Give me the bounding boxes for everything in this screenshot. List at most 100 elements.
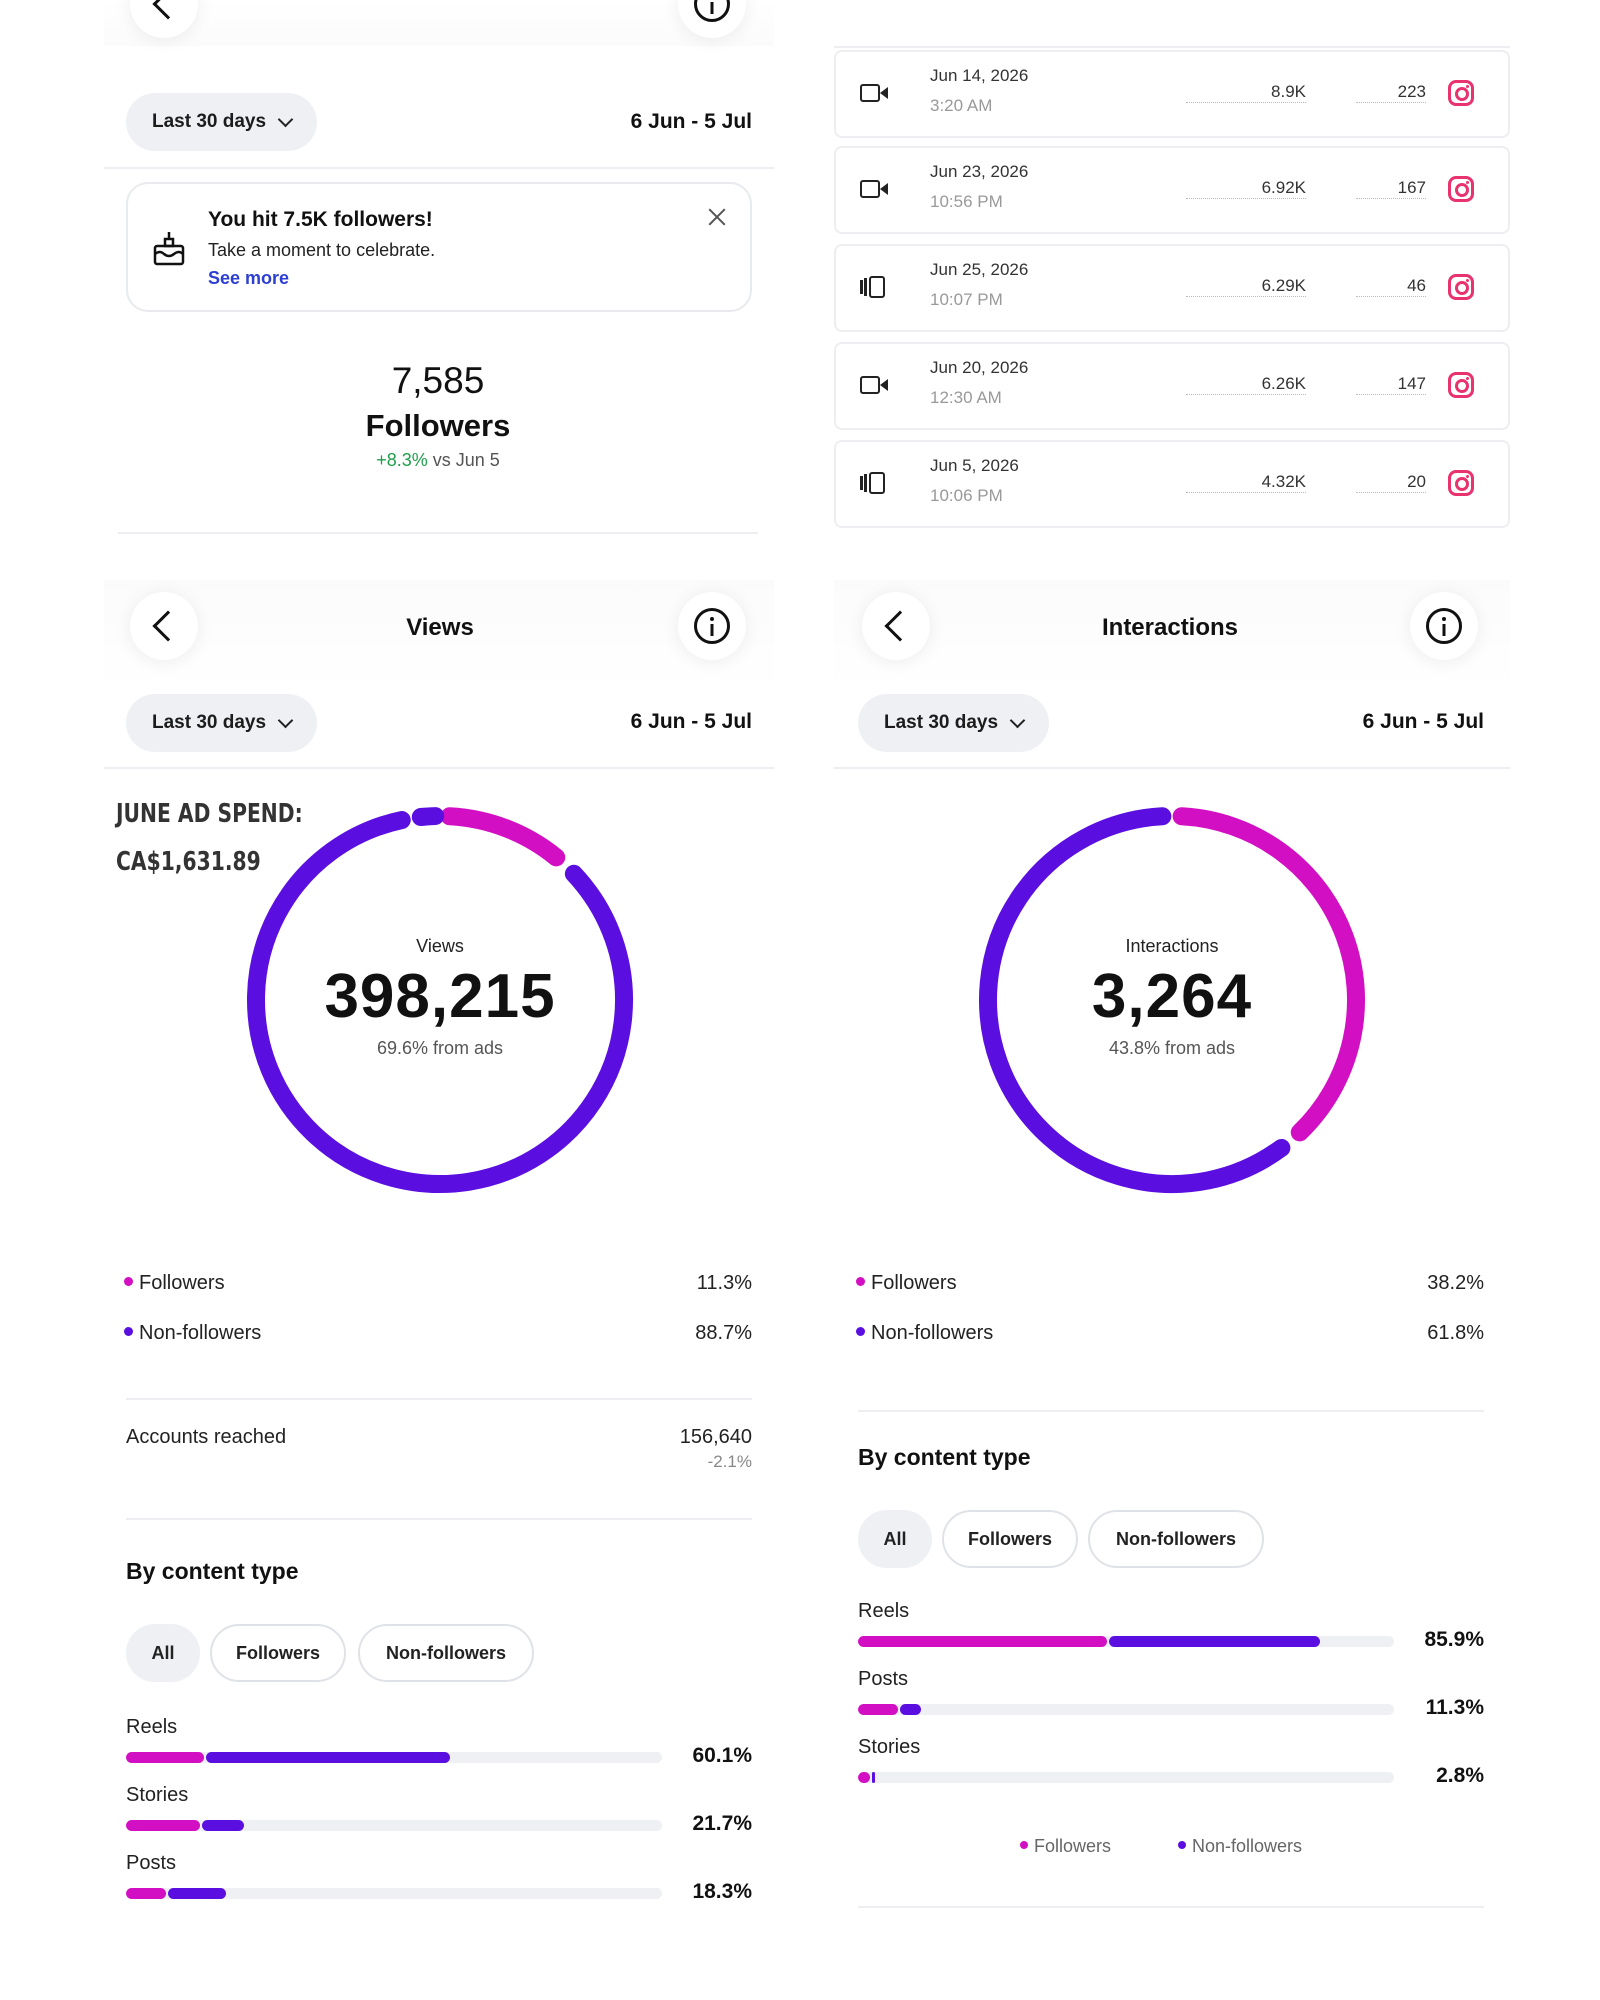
back-button[interactable] [130,592,198,660]
mini-legend-label: Non-followers [1192,1836,1303,1856]
filter-chip-non-followers[interactable]: Non-followers [358,1624,534,1682]
close-icon[interactable] [708,208,726,226]
legend-label: Non-followers [139,1322,262,1344]
filter-chip-non-followers[interactable]: Non-followers [1088,1510,1264,1568]
bar-non-followers-segment [206,1752,451,1763]
mini-legend-label: Followers [1034,1836,1112,1856]
chevron-down-icon [277,712,294,728]
chevron-left-icon [152,0,184,20]
info-button[interactable] [1410,592,1478,660]
back-button[interactable] [862,592,930,660]
mini-legend-followers: Followers [1020,1836,1111,1857]
table-row[interactable]: Jun 25, 2026 10:07 PM 6.29K 46 [834,244,1510,332]
notification-title: You hit 7.5K followers! [208,208,433,231]
date-range-dropdown[interactable]: Last 30 days [126,694,318,752]
followers-summary: 7,585 Followers +8.3% vs Jun 5 [118,360,758,471]
ad-spend-value: CA$1,631.89 [116,847,261,877]
legend-value: 61.8% [1427,1322,1484,1344]
table-row[interactable]: Jun 14, 2026 3:20 AM 8.9K 223 [834,50,1510,138]
instagram-icon [1448,80,1474,106]
bar-label: Stories [126,1784,189,1806]
table-row[interactable]: Jun 20, 2026 12:30 AM 6.26K 147 [834,342,1510,430]
followers-count: 7,585 [391,360,485,401]
section-title: By content type [858,1444,1031,1470]
interactions-donut-svg [979,807,1365,1193]
see-more-link[interactable]: See more [208,268,290,288]
followers-dot [1020,1841,1028,1850]
views-donut-center: Views 398,215 69.6% from ads [240,936,640,1059]
divider [858,1410,1484,1412]
legend-label: Followers [139,1272,225,1294]
date-range-dropdown-label: Last 30 days [152,111,267,132]
cake-icon [153,232,185,266]
table-top-edge [834,46,1510,48]
divider [104,767,774,769]
post-date: Jun 14, 2026 [930,66,1029,85]
info-icon [1426,608,1462,644]
views-followers-arc [440,807,566,867]
bar-track [858,1636,1394,1647]
filter-chip-followers[interactable]: Followers [210,1624,346,1682]
bar-track [126,1820,662,1831]
milestone-notification: You hit 7.5K followers! Take a moment to… [126,182,752,312]
instagram-icon [1448,274,1474,300]
video-icon [860,82,890,104]
interactions-donut-center: Interactions 3,264 43.8% from ads [972,936,1372,1059]
date-range-dropdown[interactable]: Last 30 days [858,694,1050,752]
instagram-icon [1448,176,1474,202]
notification-subtitle: Take a moment to celebrate. [208,240,436,260]
instagram-icon [1448,470,1474,496]
chevron-left-icon [884,610,916,642]
bar-label: Posts [126,1852,177,1874]
page-title: Interactions [1101,614,1239,641]
bar-track [858,1704,1394,1715]
video-icon [860,374,890,396]
bar-label: Reels [126,1716,178,1738]
post-interactions: 167 [1356,178,1426,199]
followers-change-compare: vs Jun 5 [427,450,500,470]
bar-non-followers-segment [167,1888,227,1899]
legend-label: Followers [871,1272,957,1294]
legend-non-followers: Non-followers [124,1322,261,1345]
filter-chip-followers[interactable]: Followers [942,1510,1078,1568]
accounts-reached-label: Accounts reached [126,1426,287,1448]
video-icon [860,178,890,200]
bar-percentage: 21.7% [692,1812,752,1835]
followers-dot [124,1277,133,1287]
bar-label: Stories [858,1736,921,1758]
donut-subtitle: 69.6% from ads [376,1038,504,1058]
header-fade [104,0,774,46]
non-followers-dot [1178,1841,1186,1850]
non-followers-dot [856,1327,865,1337]
bar-percentage: 18.3% [692,1880,752,1903]
filter-chip-all[interactable]: All [858,1510,932,1568]
legend-followers: Followers [124,1272,225,1295]
divider [118,532,758,534]
table-row[interactable]: Jun 5, 2026 10:06 PM 4.32K 20 [834,440,1510,528]
page-title: Views [406,614,474,641]
date-range-dropdown-label: Last 30 days [152,712,267,733]
instagram-icon [1448,372,1474,398]
views-donut-svg [247,807,633,1193]
table-row[interactable]: Jun 23, 2026 10:56 PM 6.92K 167 [834,146,1510,234]
bar-non-followers-segment [900,1704,921,1715]
post-time: 12:30 AM [930,388,1002,407]
bar-non-followers-segment [871,1772,875,1783]
bar-followers-segment [126,1820,200,1831]
divider [834,767,1510,769]
divider [104,167,774,169]
bar-followers-segment [126,1888,166,1899]
filter-chip-all[interactable]: All [126,1624,200,1682]
header-fade [834,580,1510,690]
section-title: By content type [126,1558,299,1584]
info-button[interactable] [678,592,746,660]
followers-dot [856,1277,865,1287]
post-time: 3:20 AM [930,96,993,115]
legend-value: 38.2% [1427,1272,1484,1294]
date-range-dropdown[interactable]: Last 30 days [126,93,318,151]
post-date: Jun 5, 2026 [930,456,1019,475]
divider [126,1398,752,1400]
interactions-non-followers-arc [979,807,1291,1193]
donut-label: Views [416,936,464,956]
post-time: 10:56 PM [930,192,1003,211]
